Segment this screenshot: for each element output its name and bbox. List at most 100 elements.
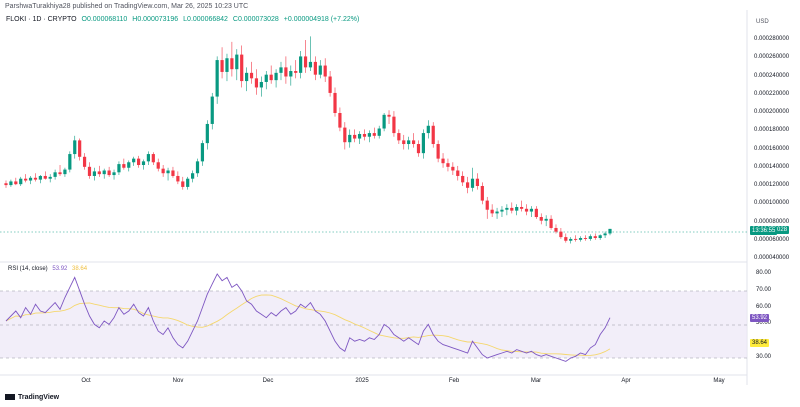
candle-body [200, 143, 205, 162]
candle-body [544, 218, 548, 221]
candle-body [446, 163, 450, 167]
candle-body [9, 181, 13, 186]
candle-body [43, 175, 47, 179]
candle-body [303, 56, 308, 68]
candle-body [470, 178, 475, 188]
candle-body [603, 233, 607, 236]
candle-body [141, 161, 146, 166]
candle-body [274, 72, 278, 81]
candle-body [63, 169, 67, 175]
candle-body [387, 114, 391, 117]
candle-body [230, 58, 234, 70]
candle-body [176, 175, 180, 182]
candle-body [510, 207, 514, 211]
candle-body [186, 178, 190, 187]
candle-body [367, 133, 371, 137]
time-tick-label: Oct [81, 378, 91, 384]
candle-body [264, 74, 268, 82]
candle-body [436, 144, 440, 159]
candle-body [191, 173, 195, 179]
candle-body [294, 71, 298, 73]
candle-body [402, 140, 406, 145]
candle-body [593, 236, 597, 239]
candle-body [68, 154, 72, 170]
candle-body [215, 60, 219, 97]
rsi-legend-ma-value: 38.64 [72, 266, 88, 272]
candle-body [465, 182, 470, 188]
candle-body [426, 125, 430, 134]
rsi-tick-label: 30.00 [756, 354, 772, 360]
candle-body [102, 170, 106, 175]
publisher-caption: ParshwaTurakhiya28 published on TradingV… [5, 3, 249, 10]
time-tick-label: Apr [621, 378, 631, 384]
candle-body [249, 72, 254, 79]
high-value: H0.000073196 [132, 16, 179, 23]
candle-body [416, 144, 421, 154]
candle-body [485, 200, 489, 210]
candle-body [210, 96, 214, 124]
candle-body [318, 65, 322, 75]
candle-body [353, 134, 357, 139]
candle-body [564, 237, 568, 241]
candle-body [392, 116, 396, 134]
rsi-value-badge: 53.92 [750, 314, 770, 322]
candle-body [127, 162, 131, 168]
time-tick-label: Mar [530, 378, 542, 384]
rsi-legend-value: 53.92 [52, 266, 68, 272]
candle-body [451, 166, 455, 171]
price-tick-label: 0.000160000 [754, 145, 790, 152]
price-tick-label: 0.000200000 [754, 109, 790, 115]
candle-body [377, 128, 381, 136]
candle-body [225, 58, 229, 72]
price-tick-label: 0.000040000 [754, 255, 790, 261]
candle-body [33, 177, 38, 180]
candle-body [559, 231, 563, 238]
open-value: O0.000068110 [81, 16, 128, 23]
candle-body [372, 133, 376, 136]
candle-body [117, 164, 121, 173]
candle-body [505, 207, 509, 210]
candle-body [500, 209, 504, 212]
candle-body [348, 134, 352, 143]
rsi-line [5, 273, 611, 362]
candle-body [554, 227, 558, 232]
low-value: L0.000066842 [183, 16, 228, 23]
price-tick-label: 0.000140000 [754, 163, 790, 170]
candle-body [28, 177, 33, 181]
candle-body [289, 71, 293, 77]
candle-body [407, 140, 411, 145]
price-tick-label: 0.000120000 [754, 182, 790, 188]
price-tick-label: 0.000260000 [754, 54, 790, 61]
candle-body [122, 164, 126, 168]
candles [4, 36, 612, 244]
rsi-tick-label: 70.00 [756, 286, 772, 293]
candle-body [195, 161, 200, 174]
price-tick-label: 0.000080000 [754, 218, 790, 225]
candle-body [58, 172, 62, 175]
price-tick-label: 0.000280000 [754, 36, 790, 42]
candle-body [245, 72, 249, 82]
candle-body [313, 61, 317, 75]
brand-text: TradingView [18, 394, 60, 401]
time-tick-label: Feb [448, 378, 460, 384]
candle-body [136, 158, 141, 166]
time-tick-label: May [713, 378, 725, 384]
candle-body [338, 113, 342, 128]
candle-body [73, 140, 77, 155]
candle-body [515, 206, 519, 211]
candle-body [328, 76, 332, 93]
candle-body [569, 238, 573, 241]
candle-body [87, 166, 92, 176]
candle-body [112, 172, 116, 176]
price-tick-label: 0.000220000 [754, 90, 790, 97]
candle-body [549, 218, 553, 228]
change-value: +0.000004918 (+7.22%) [283, 16, 360, 23]
candle-body [82, 156, 87, 167]
rsi-tick-label: 50.00 [756, 320, 772, 327]
candle-body [431, 125, 435, 145]
rsi-legend: RSI (14, close) 53.92 38.64 [8, 266, 87, 272]
tradingview-logo[interactable]: TradingView [5, 394, 59, 401]
candle-body [524, 208, 529, 212]
candle-body [539, 217, 543, 221]
